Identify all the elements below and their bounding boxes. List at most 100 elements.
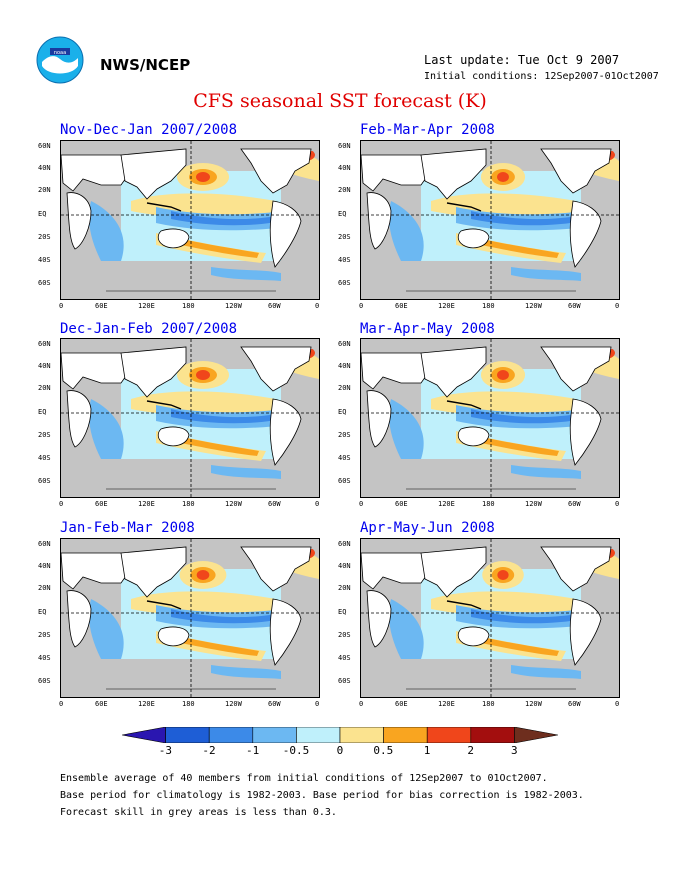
lat-tick-label: 40N	[338, 562, 351, 570]
lat-tick-label: 40N	[38, 562, 51, 570]
page-title: CFS seasonal SST forecast (K)	[193, 90, 487, 112]
lon-tick-label: 0	[59, 302, 64, 310]
lon-tick-label: 0	[315, 500, 320, 508]
lat-tick-label: 60S	[38, 677, 51, 685]
panel-title: Jan-Feb-Mar 2008	[60, 520, 195, 536]
colorbar-tick-label: 1	[423, 744, 431, 757]
lat-tick-label: 20N	[38, 186, 51, 194]
lon-tick-label: 60E	[95, 500, 108, 508]
lon-tick-label: 60E	[95, 302, 108, 310]
colorbar-segment	[426, 727, 472, 743]
lat-tick-label: 40S	[338, 654, 351, 662]
lon-tick-label: 120E	[438, 500, 455, 508]
lat-tick-label: EQ	[38, 408, 47, 416]
colorbar-tick-label: 2	[467, 744, 475, 757]
lon-tick-label: 120E	[438, 700, 455, 708]
colorbar-segment	[339, 727, 384, 743]
lat-tick-label: EQ	[38, 210, 47, 218]
sst-map	[60, 140, 320, 300]
lat-tick-label: 40S	[38, 454, 51, 462]
lat-tick-label: 20S	[38, 431, 51, 439]
lon-tick-label: 180	[182, 302, 195, 310]
colorbar-tick-label: -0.5	[282, 744, 310, 757]
lon-tick-label: 0	[59, 500, 64, 508]
lon-tick-label: 0	[615, 700, 620, 708]
colorbar-tick-label: -2	[202, 744, 216, 757]
lon-tick-label: 120E	[138, 302, 155, 310]
lon-tick-label: 180	[482, 700, 495, 708]
lon-tick-label: 0	[359, 500, 364, 508]
lon-tick-label: 120E	[138, 500, 155, 508]
footer-line-1: Ensemble average of 40 members from init…	[60, 773, 548, 784]
panel-title: Dec-Jan-Feb 2007/2008	[60, 321, 238, 337]
footer-line-2: Base period for climatology is 1982-2003…	[60, 790, 584, 801]
lon-tick-label: 120W	[525, 700, 542, 708]
lon-tick-label: 60E	[395, 700, 408, 708]
lon-tick-label: 120E	[438, 302, 455, 310]
lon-tick-label: 0	[59, 700, 64, 708]
colorbar-segment	[296, 727, 341, 743]
lon-tick-label: 60E	[395, 302, 408, 310]
lon-tick-label: 0	[615, 500, 620, 508]
panel-title: Apr-May-Jun 2008	[360, 520, 495, 536]
lon-tick-label: 180	[182, 500, 195, 508]
lat-tick-label: 60S	[338, 477, 351, 485]
lon-tick-label: 120W	[525, 302, 542, 310]
colorbar-segment	[470, 727, 515, 743]
lat-tick-label: EQ	[338, 408, 347, 416]
lon-tick-label: 60W	[268, 700, 281, 708]
sst-map	[360, 140, 620, 300]
agency-label: NWS/NCEP	[100, 56, 191, 74]
lat-tick-label: 20S	[38, 631, 51, 639]
lon-tick-label: 60E	[95, 700, 108, 708]
lat-tick-label: 20S	[338, 631, 351, 639]
lon-tick-label: 60W	[568, 500, 581, 508]
footer-notes: Ensemble average of 40 members from init…	[60, 770, 584, 821]
initial-conditions-text: Initial conditions: 12Sep2007-01Oct2007	[424, 71, 659, 82]
lon-tick-label: 120E	[138, 700, 155, 708]
lon-tick-label: 180	[182, 700, 195, 708]
colorbar-tick-label: -1	[246, 744, 260, 757]
lat-tick-label: 40N	[338, 362, 351, 370]
colorbar	[122, 727, 558, 743]
lat-tick-label: 40S	[338, 454, 351, 462]
lat-tick-label: EQ	[38, 608, 47, 616]
lat-tick-label: 60N	[338, 540, 351, 548]
panel-title: Nov-Dec-Jan 2007/2008	[60, 122, 238, 138]
lon-tick-label: 60W	[268, 500, 281, 508]
lon-tick-label: 60E	[395, 500, 408, 508]
colorbar-segment	[383, 727, 428, 743]
colorbar-segment	[122, 727, 166, 743]
lat-tick-label: 60N	[38, 142, 51, 150]
lon-tick-label: 120W	[525, 500, 542, 508]
lat-tick-label: 20S	[338, 431, 351, 439]
lon-tick-label: 180	[482, 302, 495, 310]
lon-tick-label: 60W	[568, 302, 581, 310]
lat-tick-label: EQ	[338, 608, 347, 616]
panel-title: Feb-Mar-Apr 2008	[360, 122, 495, 138]
lat-tick-label: 40S	[38, 654, 51, 662]
lon-tick-label: 60W	[568, 700, 581, 708]
lon-tick-label: 0	[615, 302, 620, 310]
colorbar-tick-label: 3	[511, 744, 518, 757]
lat-tick-label: 60S	[38, 279, 51, 287]
lon-tick-label: 60W	[268, 302, 281, 310]
lon-tick-label: 120W	[225, 500, 242, 508]
footer-line-3: Forecast skill in grey areas is less tha…	[60, 807, 337, 818]
lon-tick-label: 120W	[225, 700, 242, 708]
colorbar-tick-label: -3	[158, 744, 173, 757]
sst-map	[60, 338, 320, 498]
colorbar-tick-label: 0	[336, 744, 344, 757]
sst-map	[360, 538, 620, 698]
lat-tick-label: 40N	[38, 362, 51, 370]
lat-tick-label: 20N	[38, 584, 51, 592]
noaa-logo: noaa	[36, 36, 84, 84]
lon-tick-label: 0	[315, 302, 320, 310]
svg-text:noaa: noaa	[54, 50, 66, 56]
lon-tick-label: 0	[359, 700, 364, 708]
lat-tick-label: 40N	[38, 164, 51, 172]
lat-tick-label: 20N	[38, 384, 51, 392]
last-update-text: Last update: Tue Oct 9 2007	[424, 53, 620, 67]
colorbar-tick-label: 0.5	[373, 744, 394, 757]
lat-tick-label: 60N	[38, 540, 51, 548]
